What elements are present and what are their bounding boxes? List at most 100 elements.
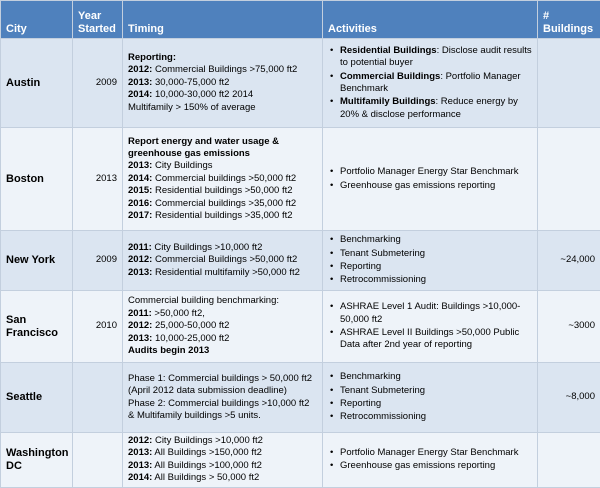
timing-cell: Reporting:2012: Commercial Buildings >75… [123, 39, 323, 128]
bold-text: Residential Buildings [340, 45, 437, 56]
bold-text: Commercial Buildings [340, 71, 440, 82]
bold-text: 2012: [128, 64, 152, 75]
activity-item: Greenhouse gas emissions reporting [328, 180, 532, 192]
activities-cell: Residential Buildings: Disclose audit re… [323, 39, 538, 128]
text: All Buildings >100,000 ft2 [152, 460, 262, 471]
year-cell: 2009 [73, 39, 123, 128]
text: Multifamily > 150% of average [128, 102, 256, 113]
text: Benchmarking [340, 234, 401, 245]
bold-text: Audits begin 2013 [128, 345, 209, 356]
timing-line: 2014: Commercial buildings >50,000 ft2 [128, 173, 317, 185]
bold-text: 2013: [128, 460, 152, 471]
text: Reporting [340, 398, 381, 409]
buildings-cell: ~3000 [538, 291, 600, 363]
header-cell: Activities [323, 1, 538, 39]
activity-item: Multifamily Buildings: Reduce energy by … [328, 96, 532, 121]
text: 30,000-75,000 ft2 [152, 77, 229, 88]
activities-cell: Benchmarking Tenant Submetering Reporting R… [323, 363, 538, 433]
timing-line: 2013: All Buildings >150,000 ft2 [128, 447, 317, 459]
bold-text: 2011: [128, 308, 152, 319]
text: Residential buildings >50,000 ft2 [152, 185, 292, 196]
text: Commercial Buildings >50,000 ft2 [152, 254, 297, 265]
bold-text: 2012: [128, 435, 152, 446]
text: Greenhouse gas emissions reporting [340, 180, 495, 191]
activity-item: Retrocommissioning [328, 411, 532, 423]
timing-line: Commercial building benchmarking: [128, 295, 317, 307]
timing-line: 2013: 30,000-75,000 ft2 [128, 77, 317, 89]
header-cell: City [1, 1, 73, 39]
timing-line: 2014: 10,000-30,000 ft2 2014 [128, 89, 317, 101]
activity-item: Commercial Buildings: Portfolio Manager … [328, 71, 532, 96]
bold-text: Report energy and water usage & greenhou… [128, 136, 279, 159]
activities-cell: Portfolio Manager Energy Star BenchmarkG… [323, 433, 538, 488]
text: Reporting [340, 261, 381, 272]
bold-text: 2013: [128, 77, 152, 88]
text: City Buildings [152, 160, 212, 171]
activity-item: Portfolio Manager Energy Star Benchmark [328, 447, 532, 459]
text: Benchmarking [340, 371, 401, 382]
buildings-cell: ~8,000 [538, 363, 600, 433]
activities-cell: ASHRAE Level 1 Audit: Buildings >10,000-… [323, 291, 538, 363]
text: 10,000-25,000 ft2 [152, 333, 229, 344]
timing-line: Phase 2: Commercial buildings >10,000 ft… [128, 398, 317, 423]
bold-text: 2013: [128, 333, 152, 344]
timing-line: 2012: Commercial Buildings >50,000 ft2 [128, 254, 317, 266]
text: Retrocommissioning [340, 274, 426, 285]
text: Tenant Submetering [340, 385, 425, 396]
text: >50,000 ft2, [152, 308, 205, 319]
city-cell: Austin [1, 39, 73, 128]
text: Commercial Buildings >75,000 ft2 [152, 64, 297, 75]
activity-item: ASHRAE Level II Buildings >50,000 Public… [328, 327, 532, 352]
text: Residential buildings >35,000 ft2 [152, 210, 292, 221]
activity-item: Reporting [328, 398, 532, 410]
city-cell: San Francisco [1, 291, 73, 363]
timing-line: 2012: City Buildings >10,000 ft2 [128, 435, 317, 447]
bold-text: 2011: [128, 242, 152, 253]
text: City Buildings >10,000 ft2 [152, 435, 263, 446]
timing-line: 2011: City Buildings >10,000 ft2 [128, 242, 317, 254]
bold-text: 2012: [128, 254, 152, 265]
activity-item: Reporting [328, 261, 532, 273]
year-cell [73, 363, 123, 433]
activity-list: Benchmarking Tenant Submetering Reporting R… [328, 371, 532, 424]
timing-line: Audits begin 2013 [128, 345, 317, 357]
bold-text: 2015: [128, 185, 152, 196]
activity-list: Benchmarking Tenant SubmeteringReporting R… [328, 234, 532, 287]
bold-text: 2013: [128, 267, 152, 278]
activity-list: Portfolio Manager Energy Star Benchmark G… [328, 166, 532, 192]
activity-item: Retrocommissioning [328, 274, 532, 286]
header-cell: Year Started [73, 1, 123, 39]
text: All Buildings >150,000 ft2 [152, 447, 262, 458]
timing-line: 2013: Residential multifamily >50,000 ft… [128, 267, 317, 279]
activity-item: Portfolio Manager Energy Star Benchmark [328, 166, 532, 178]
text: Retrocommissioning [340, 411, 426, 422]
city-cell: Boston [1, 128, 73, 231]
bold-text: 2017: [128, 210, 152, 221]
bold-text: 2014: [128, 472, 152, 483]
text: Commercial buildings >50,000 ft2 [152, 173, 296, 184]
bold-text: Multifamily Buildings [340, 96, 436, 107]
activity-list: Portfolio Manager Energy Star BenchmarkG… [328, 447, 532, 473]
text: Phase 2: Commercial buildings >10,000 ft… [128, 398, 309, 421]
text: Portfolio Manager Energy Star Benchmark [340, 447, 518, 458]
text: 10,000-30,000 ft2 2014 [152, 89, 253, 100]
buildings-cell [538, 128, 600, 231]
text: ASHRAE Level 1 Audit: Buildings >10,000-… [340, 301, 520, 324]
activity-list: Residential Buildings: Disclose audit re… [328, 45, 532, 121]
activity-item: Residential Buildings: Disclose audit re… [328, 45, 532, 70]
activity-item: Tenant Submetering [328, 248, 532, 260]
activity-item: ASHRAE Level 1 Audit: Buildings >10,000-… [328, 301, 532, 326]
text: ASHRAE Level II Buildings >50,000 Public… [340, 327, 519, 350]
text: City Buildings >10,000 ft2 [152, 242, 263, 253]
text: Commercial buildings >35,000 ft2 [152, 198, 296, 209]
text: Phase 1: Commercial buildings > 50,000 f… [128, 373, 312, 396]
timing-line: Multifamily > 150% of average [128, 102, 317, 114]
timing-line: 2013: All Buildings >100,000 ft2 [128, 460, 317, 472]
